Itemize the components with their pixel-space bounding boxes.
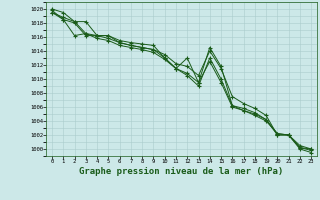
X-axis label: Graphe pression niveau de la mer (hPa): Graphe pression niveau de la mer (hPa): [79, 167, 284, 176]
